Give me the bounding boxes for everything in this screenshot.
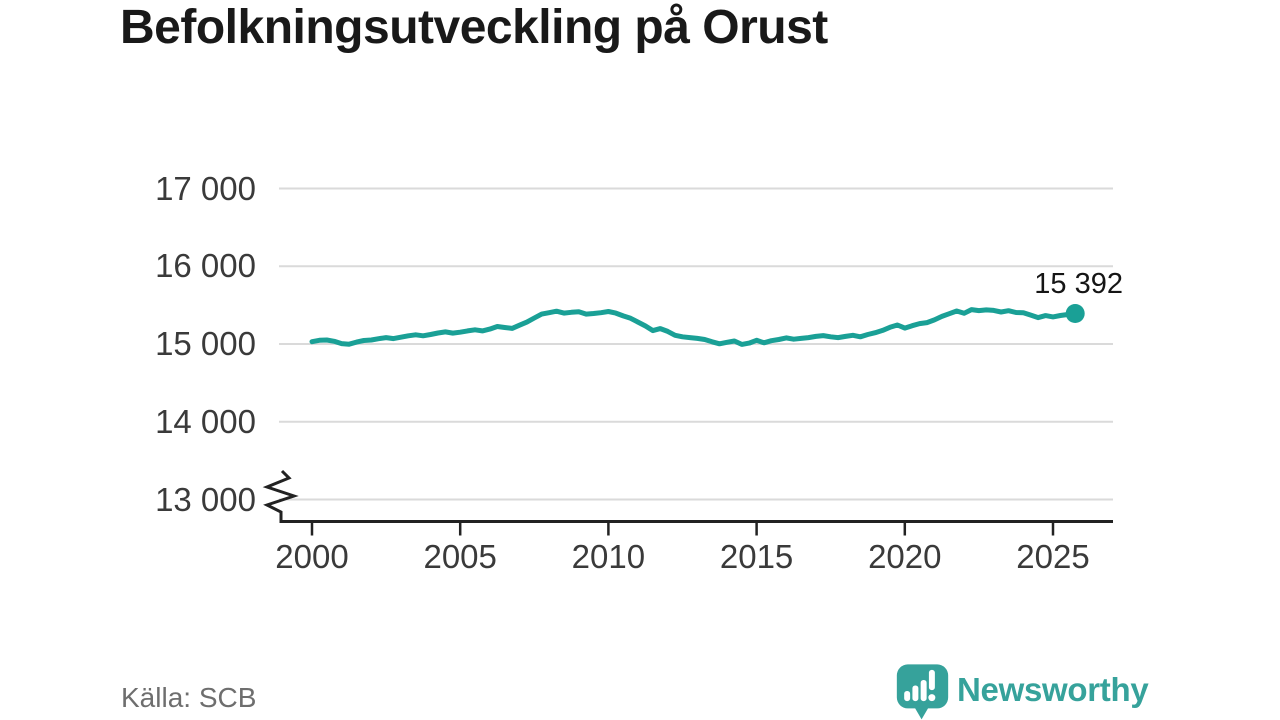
source-label: Källa: SCB	[121, 682, 257, 713]
bar-small	[904, 691, 911, 702]
latest-value-label: 15 392	[1034, 268, 1123, 300]
bar-large	[920, 680, 927, 702]
y-axis-label: 17 000	[155, 169, 256, 207]
x-axis-label: 2010	[571, 538, 646, 575]
y-axis-label: 13 000	[155, 480, 256, 518]
y-axis-label: 14 000	[155, 402, 256, 440]
x-axis-label: 2015	[719, 538, 794, 575]
x-axis-label: 2020	[868, 538, 942, 575]
newsworthy-wordmark: Newsworthy	[957, 671, 1149, 708]
newsworthy-bubble-bar-chart-icon	[896, 664, 949, 720]
y-axis-break-icon	[262, 469, 299, 523]
chart-title: Befolkningsutveckling på Orust	[120, 1, 828, 54]
x-axis-label: 2005	[423, 538, 497, 575]
population-line	[309, 307, 1078, 347]
exclamation-dot	[928, 694, 936, 702]
y-axis-label: 15 000	[155, 325, 256, 362]
newsworthy-logo: Newsworthy	[895, 662, 1149, 720]
x-axis-label: 2025	[1016, 538, 1090, 575]
x-axis-label: 2000	[275, 538, 349, 575]
y-axis-label: 16 000	[155, 247, 256, 285]
exclamation-bar	[928, 669, 935, 691]
latest-value-dot	[1065, 304, 1085, 323]
bar-medium	[912, 685, 919, 702]
